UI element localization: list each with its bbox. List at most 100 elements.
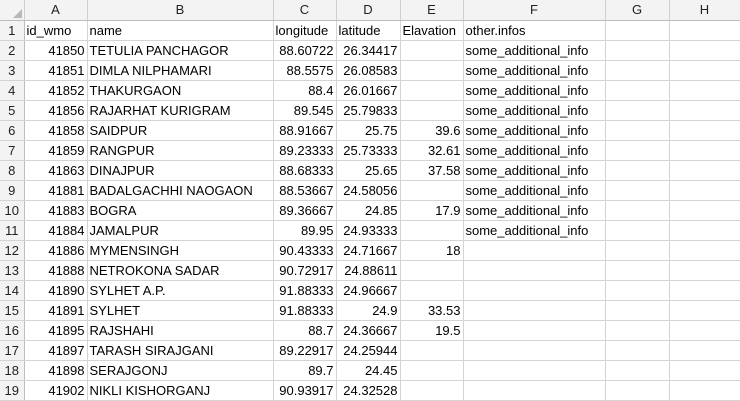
cell-g12[interactable]	[605, 240, 670, 261]
cell-e14[interactable]	[400, 280, 464, 301]
cell-d19[interactable]: 24.32528	[336, 380, 401, 401]
row-header[interactable]: 15	[0, 300, 25, 321]
row-header[interactable]: 5	[0, 100, 25, 121]
cell-e6[interactable]: 39.6	[400, 120, 464, 141]
cell-g17[interactable]	[605, 340, 670, 361]
cell-a4[interactable]: 41852	[24, 80, 88, 101]
cell-e10[interactable]: 17.9	[400, 200, 464, 221]
column-header-e[interactable]: E	[400, 0, 464, 21]
cell-b19[interactable]: NIKLI KISHORGANJ	[87, 380, 274, 401]
cell-c15[interactable]: 91.88333	[273, 300, 337, 321]
cell-d9[interactable]: 24.58056	[336, 180, 401, 201]
cell-g1[interactable]	[605, 20, 670, 41]
cell-c5[interactable]: 89.545	[273, 100, 337, 121]
cell-h5[interactable]	[669, 100, 740, 121]
cell-f2[interactable]: some_additional_info	[463, 40, 606, 61]
cell-g15[interactable]	[605, 300, 670, 321]
cell-h12[interactable]	[669, 240, 740, 261]
cell-a17[interactable]: 41897	[24, 340, 88, 361]
cell-a3[interactable]: 41851	[24, 60, 88, 81]
row-header[interactable]: 17	[0, 340, 25, 361]
row-header[interactable]: 18	[0, 360, 25, 381]
column-header-c[interactable]: C	[273, 0, 337, 21]
cell-d2[interactable]: 26.34417	[336, 40, 401, 61]
cell-a9[interactable]: 41881	[24, 180, 88, 201]
cell-f7[interactable]: some_additional_info	[463, 140, 606, 161]
cell-b12[interactable]: MYMENSINGH	[87, 240, 274, 261]
cell-d11[interactable]: 24.93333	[336, 220, 401, 241]
cell-g13[interactable]	[605, 260, 670, 281]
cell-f5[interactable]: some_additional_info	[463, 100, 606, 121]
cell-b13[interactable]: NETROKONA SADAR	[87, 260, 274, 281]
cell-c1[interactable]: longitude	[273, 20, 337, 41]
cell-e5[interactable]	[400, 100, 464, 121]
cell-d4[interactable]: 26.01667	[336, 80, 401, 101]
cell-f11[interactable]: some_additional_info	[463, 220, 606, 241]
cell-h10[interactable]	[669, 200, 740, 221]
cell-h8[interactable]	[669, 160, 740, 181]
cell-a14[interactable]: 41890	[24, 280, 88, 301]
cell-e19[interactable]	[400, 380, 464, 401]
cell-h16[interactable]	[669, 320, 740, 341]
cell-h9[interactable]	[669, 180, 740, 201]
cell-e11[interactable]	[400, 220, 464, 241]
cell-d12[interactable]: 24.71667	[336, 240, 401, 261]
cell-c8[interactable]: 88.68333	[273, 160, 337, 181]
row-header[interactable]: 3	[0, 60, 25, 81]
row-header[interactable]: 12	[0, 240, 25, 261]
cell-f12[interactable]	[463, 240, 606, 261]
cell-f19[interactable]	[463, 380, 606, 401]
cell-h18[interactable]	[669, 360, 740, 381]
cell-b18[interactable]: SERAJGONJ	[87, 360, 274, 381]
cell-d17[interactable]: 24.25944	[336, 340, 401, 361]
cell-h2[interactable]	[669, 40, 740, 61]
cell-c9[interactable]: 88.53667	[273, 180, 337, 201]
cell-c12[interactable]: 90.43333	[273, 240, 337, 261]
cell-d6[interactable]: 25.75	[336, 120, 401, 141]
cell-a16[interactable]: 41895	[24, 320, 88, 341]
cell-g11[interactable]	[605, 220, 670, 241]
cell-f6[interactable]: some_additional_info	[463, 120, 606, 141]
cell-f15[interactable]	[463, 300, 606, 321]
row-header[interactable]: 9	[0, 180, 25, 201]
cell-d14[interactable]: 24.96667	[336, 280, 401, 301]
cell-c14[interactable]: 91.88333	[273, 280, 337, 301]
cell-f16[interactable]	[463, 320, 606, 341]
cell-c3[interactable]: 88.5575	[273, 60, 337, 81]
cell-b4[interactable]: THAKURGAON	[87, 80, 274, 101]
cell-c16[interactable]: 88.7	[273, 320, 337, 341]
cell-f18[interactable]	[463, 360, 606, 381]
cell-h19[interactable]	[669, 380, 740, 401]
cell-f8[interactable]: some_additional_info	[463, 160, 606, 181]
cell-d16[interactable]: 24.36667	[336, 320, 401, 341]
cell-c4[interactable]: 88.4	[273, 80, 337, 101]
cell-e9[interactable]	[400, 180, 464, 201]
cell-b7[interactable]: RANGPUR	[87, 140, 274, 161]
row-header[interactable]: 11	[0, 220, 25, 241]
cell-f4[interactable]: some_additional_info	[463, 80, 606, 101]
row-header[interactable]: 16	[0, 320, 25, 341]
cell-h1[interactable]	[669, 20, 740, 41]
cell-g9[interactable]	[605, 180, 670, 201]
cell-h6[interactable]	[669, 120, 740, 141]
row-header[interactable]: 7	[0, 140, 25, 161]
cell-e8[interactable]: 37.58	[400, 160, 464, 181]
cell-c7[interactable]: 89.23333	[273, 140, 337, 161]
cell-c17[interactable]: 89.22917	[273, 340, 337, 361]
cell-g6[interactable]	[605, 120, 670, 141]
row-header[interactable]: 6	[0, 120, 25, 141]
cell-g3[interactable]	[605, 60, 670, 81]
cell-b16[interactable]: RAJSHAHI	[87, 320, 274, 341]
cell-e18[interactable]	[400, 360, 464, 381]
cell-e2[interactable]	[400, 40, 464, 61]
cell-h14[interactable]	[669, 280, 740, 301]
cell-b3[interactable]: DIMLA NILPHAMARI	[87, 60, 274, 81]
cell-a5[interactable]: 41856	[24, 100, 88, 121]
cell-g4[interactable]	[605, 80, 670, 101]
cell-a7[interactable]: 41859	[24, 140, 88, 161]
cell-b2[interactable]: TETULIA PANCHAGOR	[87, 40, 274, 61]
column-header-h[interactable]: H	[669, 0, 740, 21]
row-header[interactable]: 4	[0, 80, 25, 101]
cell-f1[interactable]: other.infos	[463, 20, 606, 41]
column-header-g[interactable]: G	[605, 0, 670, 21]
